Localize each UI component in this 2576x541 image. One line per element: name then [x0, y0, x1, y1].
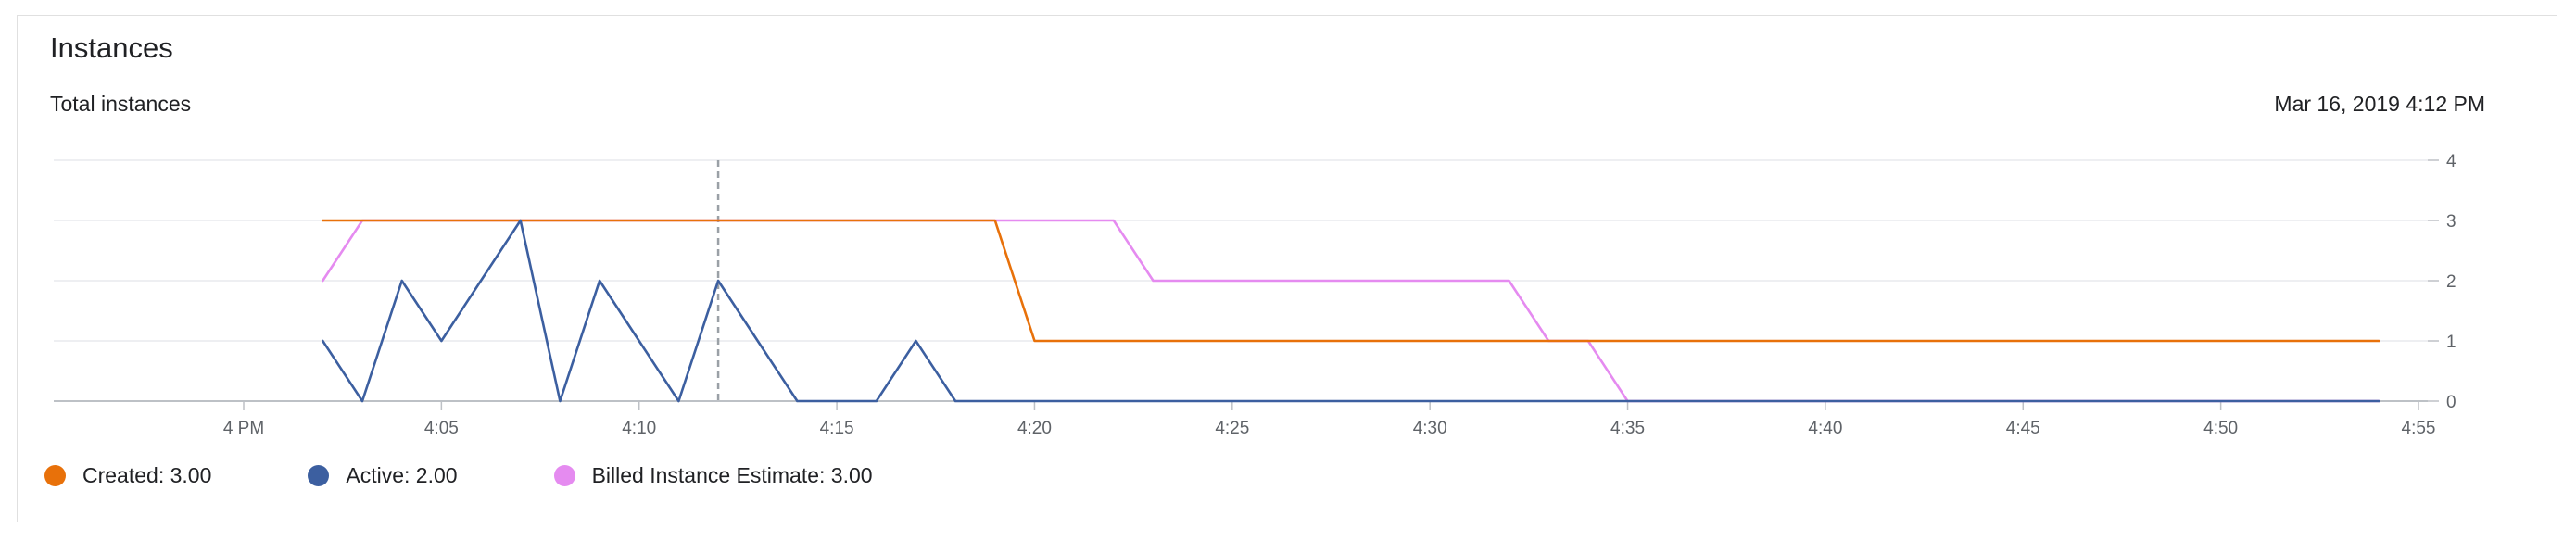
- legend-label-created: Created: 3.00: [82, 463, 212, 487]
- instances-card: [17, 15, 2557, 522]
- legend-dot-active: [308, 465, 330, 486]
- chart-legend: Created: 3.00 Active: 2.00 Billed Instan…: [44, 463, 969, 488]
- legend-item-created[interactable]: Created: 3.00: [44, 463, 211, 488]
- axis-layer: 0 1 2 3 4 4 PM 4:05 4:10 4:15 4:20 4:25 4:30 4:35 4:4…: [223, 152, 2456, 438]
- legend-item-billed[interactable]: Billed Instance Estimate: 3.00: [553, 463, 873, 488]
- legend-label-billed: Billed Instance Estimate: 3.00: [591, 463, 873, 487]
- chart-subtitle: Total instances: [50, 92, 192, 116]
- y-tick-label-1: 1: [2446, 333, 2456, 352]
- x-tick-label-1: 4:05: [424, 419, 459, 438]
- x-tick-label-11: 4:55: [2402, 419, 2436, 438]
- series-line-billed-instance-estimate[interactable]: [321, 219, 2380, 403]
- x-tick-label-7: 4:35: [1610, 419, 1645, 438]
- x-tick-label-9: 4:45: [2006, 419, 2040, 438]
- series-line-created[interactable]: [321, 219, 2380, 343]
- x-tick-label-8: 4:40: [1808, 419, 1842, 438]
- instances-chart[interactable]: 0 1 2 3 4 4 PM 4:05 4:10 4:15 4:20 4:25 4:30 4:35 4:4…: [0, 139, 2576, 454]
- y-tick-label-0: 0: [2446, 393, 2456, 412]
- cursor-timestamp: Mar 16, 2019 4:12 PM: [2274, 92, 2485, 116]
- x-tick-label-6: 4:30: [1413, 419, 1447, 438]
- x-tick-label-0: 4 PM: [223, 419, 264, 438]
- y-tick-label-3: 3: [2446, 212, 2456, 232]
- series-layer: [321, 219, 2380, 403]
- panel-title: Instances: [50, 31, 173, 64]
- x-tick-label-4: 4:20: [1017, 419, 1052, 438]
- legend-dot-billed: [553, 465, 575, 486]
- legend-label-active: Active: 2.00: [346, 463, 458, 487]
- y-tick-label-2: 2: [2446, 272, 2456, 292]
- x-tick-label-5: 4:25: [1215, 419, 1249, 438]
- x-tick-label-3: 4:15: [820, 419, 854, 438]
- legend-dot-created: [44, 465, 66, 486]
- legend-item-active[interactable]: Active: 2.00: [308, 463, 458, 488]
- y-tick-label-4: 4: [2446, 152, 2456, 171]
- x-tick-label-2: 4:10: [622, 419, 656, 438]
- x-tick-label-10: 4:50: [2203, 419, 2238, 438]
- series-line-active[interactable]: [321, 219, 2380, 403]
